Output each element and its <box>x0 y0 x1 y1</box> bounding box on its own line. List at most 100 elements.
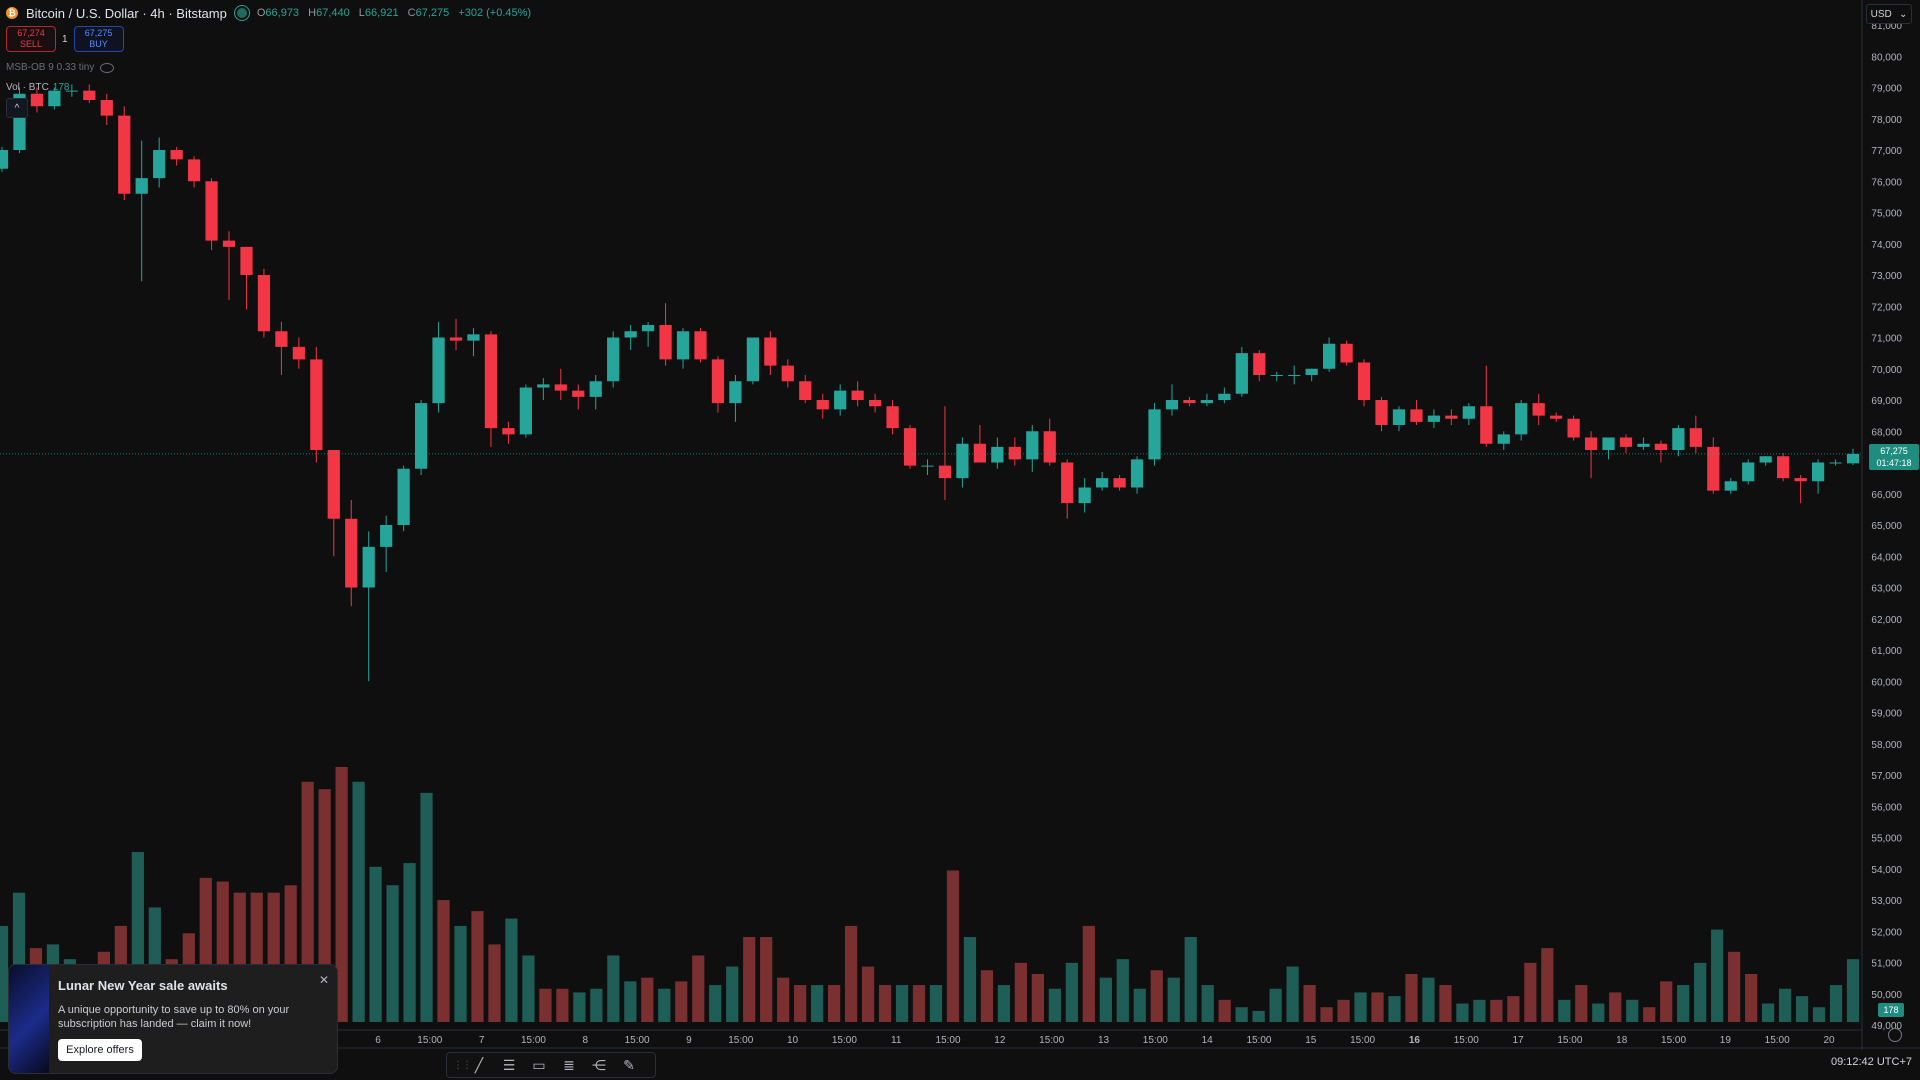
fib-icon[interactable]: ≣ <box>563 1056 575 1073</box>
brush-icon[interactable]: ✎ <box>623 1056 635 1073</box>
volume-bar <box>794 985 807 1022</box>
candle-body <box>816 400 829 410</box>
buy-button[interactable]: 67,275 BUY <box>73 26 124 52</box>
chart-legend: ₿ Bitcoin / U.S. Dollar · 4h · Bitstamp … <box>6 4 537 22</box>
y-tick-label: 78,000 <box>1871 115 1902 126</box>
volume-bar <box>1337 999 1350 1022</box>
volume-bar <box>1405 973 1418 1022</box>
volume-bar <box>997 985 1011 1022</box>
candle-body <box>851 390 864 400</box>
volume-bar <box>1846 959 1860 1022</box>
volume-bar <box>1099 977 1112 1022</box>
x-tick-label: 10 <box>787 1035 799 1046</box>
volume-bar <box>522 955 535 1022</box>
volume-bar <box>675 981 688 1022</box>
x-tick-label: 20 <box>1823 1035 1835 1046</box>
volume-bar <box>1065 962 1078 1022</box>
candle-body <box>170 150 183 160</box>
ohlc-values: O66,973 H67,440 L66,921 C67,275 +302 (+0… <box>256 7 532 19</box>
volume-bar <box>1184 937 1197 1022</box>
candle-body <box>1183 400 1196 404</box>
candle-body <box>834 390 847 410</box>
hide-eye-icon[interactable] <box>100 62 115 73</box>
candle-body <box>1654 443 1668 450</box>
volume-bar <box>505 918 518 1022</box>
drag-handle-icon[interactable]: ⋮⋮ <box>453 1059 472 1071</box>
candle-body <box>903 428 917 466</box>
y-tick-label: 72,000 <box>1871 302 1902 313</box>
indicator-label[interactable]: MSB-OB 9 0.33 tiny <box>6 62 95 73</box>
trade-quantity[interactable]: 1 <box>62 33 68 45</box>
currency-select[interactable]: USD ⌄ <box>1866 4 1912 24</box>
candle-body <box>83 90 96 100</box>
clock[interactable]: 09:12:42 UTC+7 <box>1830 1056 1912 1068</box>
candle-body <box>1829 462 1842 464</box>
candle-body <box>118 115 131 194</box>
sell-button[interactable]: 67,274 SELL <box>6 26 56 52</box>
volume-bar <box>369 866 382 1022</box>
market-status-icon[interactable] <box>234 6 249 20</box>
volume-bar <box>1371 992 1384 1022</box>
x-tick-label: 15:00 <box>1143 1035 1168 1046</box>
symbol-title[interactable]: Bitcoin / U.S. Dollar · 4h · Bitstamp <box>26 5 227 21</box>
candle-body <box>310 359 323 450</box>
indicator-legend: MSB-OB 9 0.33 tiny <box>6 62 115 73</box>
y-tick-label: 74,000 <box>1871 240 1902 251</box>
candle-body <box>659 325 672 360</box>
candle-body <box>1707 446 1720 491</box>
candle-body <box>1742 462 1755 482</box>
candle-body <box>30 93 44 107</box>
candle-body <box>1637 443 1650 447</box>
candle-body <box>973 443 986 463</box>
candle-body <box>153 150 166 179</box>
volume-bar <box>1609 992 1622 1022</box>
volume-bar <box>878 985 892 1022</box>
x-tick-label: 15:00 <box>1454 1035 1479 1046</box>
x-tick-label: 15:00 <box>1246 1035 1271 1046</box>
candle-body <box>1567 418 1580 438</box>
candle-body <box>1375 400 1388 425</box>
trend-line-icon[interactable]: ╱ <box>474 1056 484 1073</box>
x-tick-label: 15:00 <box>521 1035 546 1046</box>
collapse-legend-button[interactable]: ^ <box>6 98 28 118</box>
y-tick-label: 68,000 <box>1871 427 1902 438</box>
candle-body <box>694 331 707 360</box>
explore-offers-button[interactable]: Explore offers <box>58 1039 142 1061</box>
x-tick-label: 7 <box>479 1035 485 1046</box>
y-tick-label: 62,000 <box>1871 615 1902 626</box>
x-tick-label: 16 <box>1409 1035 1421 1046</box>
y-tick-label: 77,000 <box>1871 146 1902 157</box>
volume-bar <box>1439 985 1452 1022</box>
candle-body <box>1096 478 1109 488</box>
candle-body <box>1619 437 1633 447</box>
x-tick-label: 17 <box>1513 1035 1525 1046</box>
close-icon[interactable]: ✕ <box>318 973 329 987</box>
candle-body <box>921 465 934 467</box>
volume-bar <box>692 955 705 1022</box>
volume-bar <box>1252 1010 1265 1022</box>
volume-bar <box>743 937 756 1022</box>
candle-body <box>886 406 899 429</box>
volume-bar <box>1354 992 1367 1022</box>
candle-body <box>1811 462 1825 482</box>
candle-body <box>1462 406 1475 419</box>
chart-settings-icon[interactable] <box>1888 1028 1902 1042</box>
candle-body <box>414 403 428 469</box>
candle-body <box>1410 409 1423 422</box>
chevron-down-icon: ⌄ <box>1898 8 1908 20</box>
y-tick-label: 57,000 <box>1871 771 1902 782</box>
volume-bar <box>573 992 586 1022</box>
horizontal-lines-icon[interactable]: ☰ <box>502 1056 516 1073</box>
volume-bar <box>1795 996 1809 1022</box>
candle-body <box>1724 481 1737 491</box>
volume-bar <box>1728 951 1741 1022</box>
candle-body <box>187 159 201 182</box>
volume-bar <box>386 885 399 1022</box>
pitchfork-icon[interactable]: ⋲ <box>592 1056 606 1073</box>
candle-body <box>345 518 358 588</box>
volume-bar <box>963 937 977 1022</box>
volume-bar <box>1507 996 1520 1022</box>
candle-body <box>781 365 794 382</box>
rectangle-icon[interactable]: ▭ <box>532 1056 546 1073</box>
